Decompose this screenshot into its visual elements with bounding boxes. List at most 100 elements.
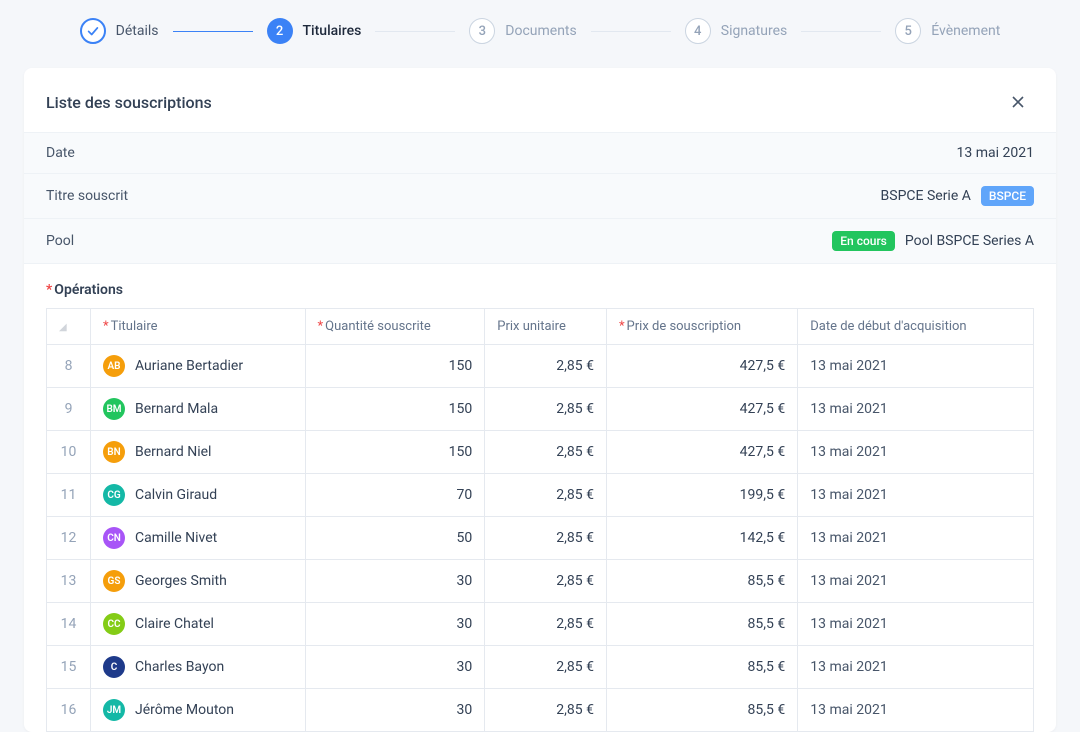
row-index: 16 xyxy=(47,689,91,732)
table-row[interactable]: 10BNBernard Niel1502,85 €427,5 €13 mai 2… xyxy=(47,431,1034,474)
col-header-prix-unitaire[interactable]: Prix unitaire xyxy=(485,309,607,345)
operations-title: *Opérations xyxy=(46,282,1034,298)
table-row[interactable]: 13GSGeorges Smith302,85 €85,5 €13 mai 20… xyxy=(47,560,1034,603)
table-row[interactable]: 9BMBernard Mala1502,85 €427,5 €13 mai 20… xyxy=(47,388,1034,431)
cell-prix-unitaire: 2,85 € xyxy=(485,431,607,474)
operations-table: ◢ *Titulaire *Quantité souscrite Prix un… xyxy=(46,308,1034,732)
step-titulaires[interactable]: 2Titulaires xyxy=(267,18,362,44)
col-header-date-debut[interactable]: Date de début d'acquisition xyxy=(798,309,1034,345)
step-connector xyxy=(173,31,253,32)
avatar: CN xyxy=(103,527,125,549)
info-row-date: Date 13 mai 2021 xyxy=(24,133,1056,174)
table-row[interactable]: 12 CN Camille Nivet 502,85 €142,5 €13 mai 2… xyxy=(47,517,1034,560)
step-circle: 5 xyxy=(895,18,921,44)
cell-prix-unitaire: 2,85 € xyxy=(485,345,607,388)
sort-icon: ◢ xyxy=(59,322,67,333)
cell-prix-souscription: 199,5 € xyxy=(606,474,797,517)
table-row[interactable]: 8 AB Auriane Bertadier 1502,85 €427,5 €13 m… xyxy=(47,345,1034,388)
col-header-titulaire[interactable]: *Titulaire xyxy=(91,309,306,345)
cell-date-debut: 13 mai 2021 xyxy=(798,646,1034,689)
holder-name: Camille Nivet xyxy=(135,530,217,546)
info-row-titre: Titre souscrit BSPCE Serie A BSPCE xyxy=(24,174,1056,219)
step-évènement[interactable]: 5Évènement xyxy=(895,18,1000,44)
cell-date-debut: 13 mai 2021 xyxy=(798,603,1034,646)
cell-prix-unitaire: 2,85 € xyxy=(485,388,607,431)
subscription-card: Liste des souscriptions Date 13 mai 2021… xyxy=(24,68,1056,732)
cell-date-debut: 13 mai 2021 xyxy=(798,474,1034,517)
cell-date-debut: 13 mai 2021 xyxy=(798,345,1034,388)
row-index: 8 xyxy=(47,345,91,388)
avatar: AB xyxy=(103,355,125,377)
cell-date-debut: 13 mai 2021 xyxy=(798,689,1034,732)
col-header-sort[interactable]: ◢ xyxy=(47,309,91,345)
step-circle: 3 xyxy=(469,18,495,44)
cell-quantite: 150 xyxy=(305,345,485,388)
cell-titulaire: CN Camille Nivet xyxy=(91,517,306,560)
cell-prix-souscription: 427,5 € xyxy=(606,345,797,388)
cell-titulaire: AB Auriane Bertadier xyxy=(91,345,306,388)
cell-titulaire: BM Bernard Mala xyxy=(91,388,306,431)
step-circle: 2 xyxy=(267,18,293,44)
avatar: BM xyxy=(103,398,125,420)
col-header-prix-souscription[interactable]: *Prix de souscription xyxy=(606,309,797,345)
cell-prix-souscription: 427,5 € xyxy=(606,431,797,474)
avatar: CG xyxy=(103,484,125,506)
info-label-date: Date xyxy=(46,145,75,161)
cell-prix-souscription: 85,5 € xyxy=(606,646,797,689)
holder-name: Bernard Niel xyxy=(135,444,211,460)
row-index: 9 xyxy=(47,388,91,431)
table-row[interactable]: 14CCClaire Chatel302,85 €85,5 €13 mai 20… xyxy=(47,603,1034,646)
table-row[interactable]: 16JMJérôme Mouton302,85 €85,5 €13 mai 20… xyxy=(47,689,1034,732)
row-index: 10 xyxy=(47,431,91,474)
cell-quantite: 50 xyxy=(305,517,485,560)
card-title: Liste des souscriptions xyxy=(46,93,212,112)
cell-titulaire: BN Bernard Niel xyxy=(91,431,306,474)
step-documents[interactable]: 3Documents xyxy=(469,18,576,44)
step-signatures[interactable]: 4Signatures xyxy=(685,18,788,44)
step-label: Signatures xyxy=(721,23,788,39)
cell-prix-souscription: 85,5 € xyxy=(606,689,797,732)
cell-titulaire: CGCalvin Giraud xyxy=(91,474,306,517)
stepper: Détails 2Titulaires 3Documents 4Signatures 5… xyxy=(0,0,1080,68)
close-icon xyxy=(1010,94,1026,110)
info-label-titre: Titre souscrit xyxy=(46,188,128,204)
holder-name: Charles Bayon xyxy=(135,659,224,675)
badge-bspce: BSPCE xyxy=(981,186,1034,206)
cell-quantite: 30 xyxy=(305,646,485,689)
cell-quantite: 150 xyxy=(305,388,485,431)
cell-quantite: 30 xyxy=(305,560,485,603)
avatar: JM xyxy=(103,699,125,721)
row-index: 12 xyxy=(47,517,91,560)
badge-en-cours: En cours xyxy=(832,231,895,251)
cell-date-debut: 13 mai 2021 xyxy=(798,517,1034,560)
cell-prix-unitaire: 2,85 € xyxy=(485,689,607,732)
cell-titulaire: GSGeorges Smith xyxy=(91,560,306,603)
cell-titulaire: JMJérôme Mouton xyxy=(91,689,306,732)
table-row[interactable]: 15CCharles Bayon302,85 €85,5 €13 mai 202… xyxy=(47,646,1034,689)
cell-prix-souscription: 142,5 € xyxy=(606,517,797,560)
holder-name: Georges Smith xyxy=(135,573,227,589)
step-label: Détails xyxy=(116,23,159,39)
table-row[interactable]: 11CGCalvin Giraud702,85 €199,5 €13 mai 2… xyxy=(47,474,1034,517)
step-circle xyxy=(80,18,106,44)
holder-name: Auriane Bertadier xyxy=(135,358,243,374)
row-index: 15 xyxy=(47,646,91,689)
col-header-quantite[interactable]: *Quantité souscrite xyxy=(305,309,485,345)
avatar: BN xyxy=(103,441,125,463)
step-détails[interactable]: Détails xyxy=(80,18,159,44)
cell-prix-unitaire: 2,85 € xyxy=(485,603,607,646)
cell-prix-unitaire: 2,85 € xyxy=(485,517,607,560)
cell-prix-souscription: 85,5 € xyxy=(606,603,797,646)
info-value-titre: BSPCE Serie A xyxy=(881,188,971,204)
row-index: 14 xyxy=(47,603,91,646)
cell-prix-unitaire: 2,85 € xyxy=(485,646,607,689)
cell-prix-unitaire: 2,85 € xyxy=(485,560,607,603)
holder-name: Bernard Mala xyxy=(135,401,218,417)
cell-date-debut: 13 mai 2021 xyxy=(798,560,1034,603)
cell-date-debut: 13 mai 2021 xyxy=(798,431,1034,474)
close-button[interactable] xyxy=(1002,86,1034,118)
cell-prix-souscription: 85,5 € xyxy=(606,560,797,603)
cell-titulaire: CCClaire Chatel xyxy=(91,603,306,646)
avatar: CC xyxy=(103,613,125,635)
cell-quantite: 30 xyxy=(305,603,485,646)
